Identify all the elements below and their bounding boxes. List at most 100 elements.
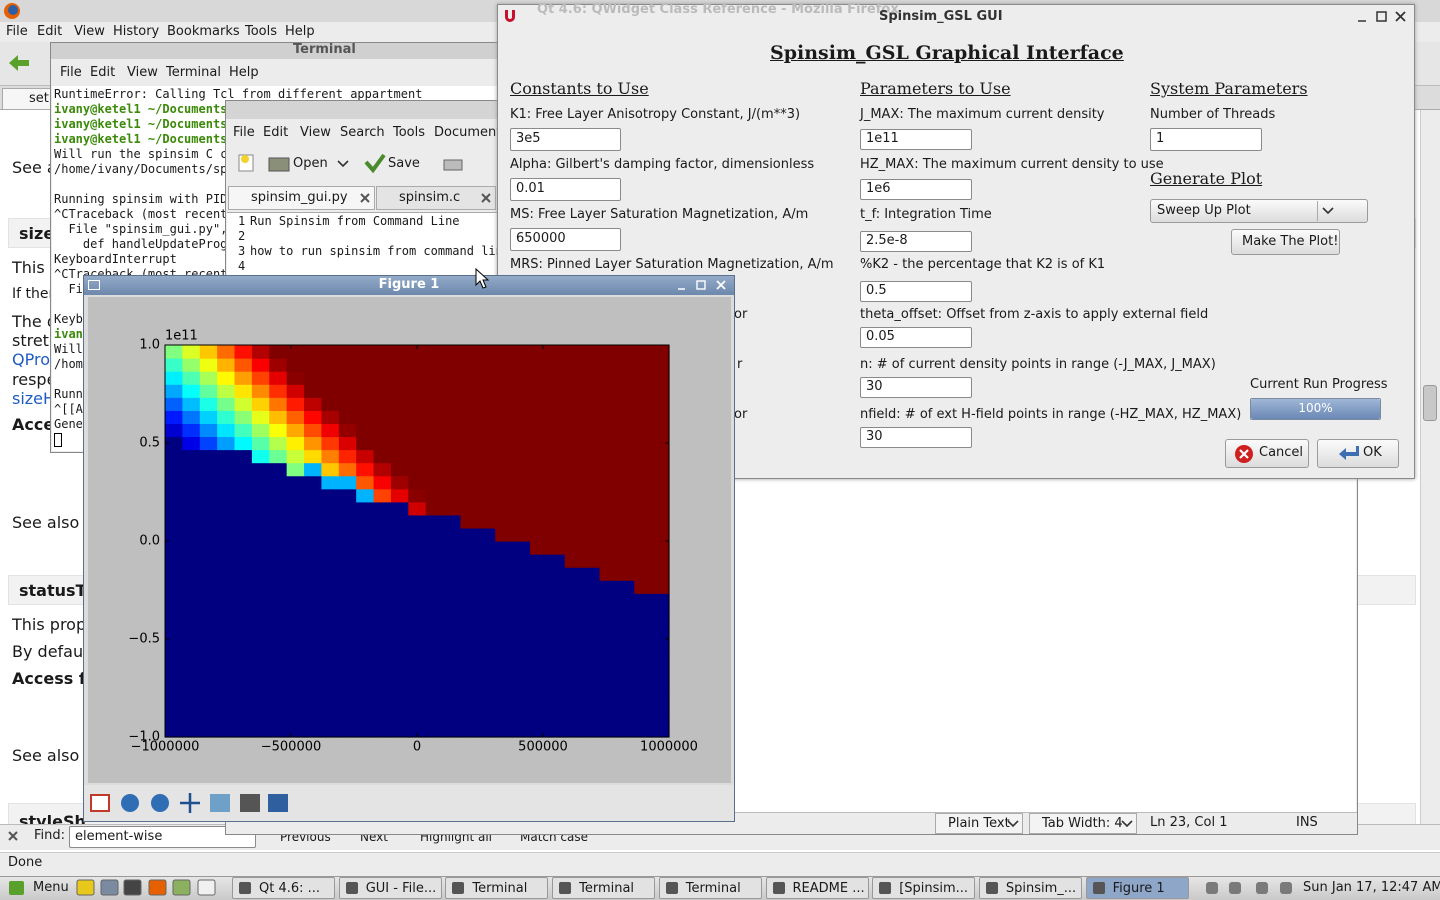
heatmap-cell: [390, 488, 409, 503]
heatmap-cell: [425, 514, 444, 529]
text-input[interactable]: 0.01: [510, 178, 621, 201]
launcher-glyph[interactable]: [197, 879, 216, 896]
arrow-glyph: [1121, 820, 1133, 828]
launcher-icon: [172, 879, 191, 896]
heatmap-cell: [460, 384, 479, 398]
taskbar-item[interactable]: README ...: [765, 877, 869, 899]
heatmap-cell: [564, 580, 583, 594]
menu-item[interactable]: View: [127, 65, 158, 80]
toolbar-button[interactable]: Open: [293, 156, 328, 171]
menu-item[interactable]: File: [6, 24, 28, 39]
taskbar-menu[interactable]: Menu: [33, 880, 69, 895]
heatmap-cell: [234, 436, 253, 451]
status-combo[interactable]: Tab Width: 4: [1029, 813, 1137, 834]
text-input[interactable]: 0.05: [860, 327, 972, 348]
heatmap-cell: [634, 619, 653, 634]
launcher-glyph[interactable]: [172, 879, 191, 896]
text-input[interactable]: 2.5e-8: [860, 231, 972, 252]
pan-button[interactable]: [180, 793, 200, 813]
maximize[interactable]: [696, 280, 706, 290]
heatmap-cell: [495, 371, 514, 385]
launcher-glyph[interactable]: [100, 879, 119, 896]
status-combo[interactable]: Plain Text: [935, 813, 1023, 834]
doc-text: See also: [12, 746, 80, 765]
close[interactable]: [1395, 11, 1406, 22]
text-input[interactable]: 650000: [510, 228, 621, 251]
menu-item[interactable]: Tools: [393, 125, 426, 140]
heatmap-cell: [564, 606, 583, 620]
menu-item[interactable]: File: [60, 65, 82, 80]
menu-item[interactable]: Document: [434, 125, 502, 140]
taskbar-item[interactable]: [Spinsim...: [872, 877, 976, 899]
menu-item[interactable]: Search: [340, 125, 385, 140]
heatmap-cell: [182, 710, 201, 725]
heatmap-cell: [477, 632, 496, 647]
menu-item[interactable]: Terminal: [166, 65, 221, 80]
terminal-title: Terminal: [293, 42, 356, 57]
menu-item[interactable]: View: [74, 24, 105, 39]
heatmap-cell: [443, 371, 462, 385]
heatmap-cell: [321, 619, 340, 634]
heatmap-cell: [182, 384, 201, 398]
taskbar-item[interactable]: Terminal: [445, 877, 549, 899]
tray-icon: [1229, 882, 1241, 894]
nav-button[interactable]: [121, 794, 139, 812]
find-input[interactable]: element-wise: [69, 826, 256, 848]
launcher-glyph[interactable]: [148, 879, 167, 896]
tool-button[interactable]: [240, 794, 260, 812]
maximize[interactable]: [1376, 11, 1387, 22]
text-input[interactable]: 0.5: [860, 281, 972, 302]
heatmap-cell: [408, 449, 427, 464]
heatmap-cell: [529, 449, 548, 464]
menu-item[interactable]: Help: [285, 24, 315, 39]
tool-button[interactable]: [268, 794, 288, 812]
heatmap-cell: [529, 397, 548, 411]
nav-button[interactable]: [151, 794, 169, 812]
heatmap-cell: [582, 567, 601, 581]
heatmap-cell: [460, 488, 479, 503]
taskbar-item[interactable]: Terminal: [658, 877, 762, 899]
heatmap-cell: [304, 684, 323, 699]
back-arrow[interactable]: [9, 55, 29, 71]
text-input[interactable]: 1e6: [860, 179, 972, 200]
heatmap-cell: [634, 580, 653, 594]
heatmap-cell: [529, 436, 548, 451]
cancel-icon: [1235, 445, 1253, 463]
menu-item[interactable]: View: [300, 125, 331, 140]
text-input[interactable]: 30: [860, 427, 972, 448]
plot-button[interactable]: Make The Plot!: [1231, 229, 1340, 255]
toolbar-button[interactable]: Save: [388, 156, 420, 171]
menu-item[interactable]: Edit: [263, 125, 289, 140]
menu-item[interactable]: Bookmarks: [167, 24, 240, 39]
tool-button[interactable]: [90, 794, 110, 812]
taskbar-item[interactable]: Figure 1: [1085, 877, 1189, 899]
taskbar-item[interactable]: Terminal: [552, 877, 656, 899]
heatmap-cell: [443, 410, 462, 424]
menu-item[interactable]: Tools: [245, 24, 278, 39]
menu-item[interactable]: Help: [229, 65, 259, 80]
close[interactable]: [716, 280, 726, 290]
menu-item[interactable]: File: [233, 125, 255, 140]
scroll-thumb[interactable]: [1423, 385, 1437, 421]
text-input[interactable]: 1e11: [860, 129, 972, 150]
plot-combo[interactable]: Sweep Up Plot: [1150, 199, 1368, 223]
menu-item[interactable]: History: [113, 24, 160, 39]
tool-button[interactable]: [210, 794, 230, 812]
editor-tab[interactable]: spinsim.c: [376, 186, 496, 210]
taskbar-item[interactable]: GUI - File...: [338, 877, 442, 899]
menu-item[interactable]: Edit: [90, 65, 116, 80]
heatmap-cell: [443, 501, 462, 516]
text-input[interactable]: 1: [1150, 128, 1262, 151]
launcher-glyph[interactable]: [76, 879, 95, 896]
text-input[interactable]: 3e5: [510, 128, 621, 151]
editor-tab[interactable]: spinsim_gui.py: [228, 186, 375, 210]
heatmap-cell: [477, 449, 496, 464]
taskbar-item[interactable]: Spinsim_...: [978, 877, 1082, 899]
menu-item[interactable]: Edit: [37, 24, 63, 39]
heatmap-cell: [390, 514, 409, 529]
taskbar-item[interactable]: Qt 4.6: ...: [232, 877, 335, 899]
launcher-glyph[interactable]: [123, 879, 142, 896]
heatmap-cell: [634, 488, 653, 503]
heatmap-cell: [269, 645, 288, 660]
text-input[interactable]: 30: [860, 377, 972, 398]
